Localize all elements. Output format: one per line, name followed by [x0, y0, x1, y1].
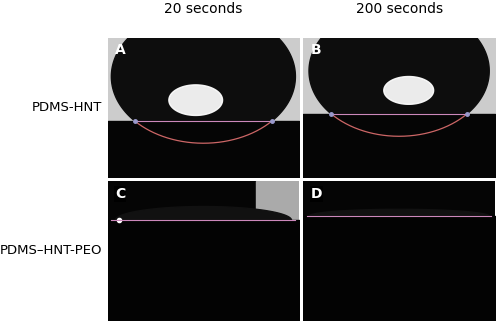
- Text: A: A: [115, 43, 126, 57]
- Polygon shape: [384, 77, 434, 104]
- Text: B: B: [311, 43, 322, 57]
- Polygon shape: [256, 181, 299, 220]
- Text: D: D: [311, 187, 322, 201]
- Polygon shape: [309, 6, 489, 136]
- Text: C: C: [115, 187, 126, 201]
- Text: 20 seconds: 20 seconds: [164, 2, 242, 16]
- Polygon shape: [112, 10, 296, 143]
- Polygon shape: [309, 209, 489, 216]
- Polygon shape: [169, 85, 222, 115]
- Text: PDMS-HNT: PDMS-HNT: [32, 101, 102, 113]
- Polygon shape: [115, 207, 292, 220]
- Text: PDMS–HNT-PEO: PDMS–HNT-PEO: [0, 245, 102, 257]
- Text: 200 seconds: 200 seconds: [356, 2, 442, 16]
